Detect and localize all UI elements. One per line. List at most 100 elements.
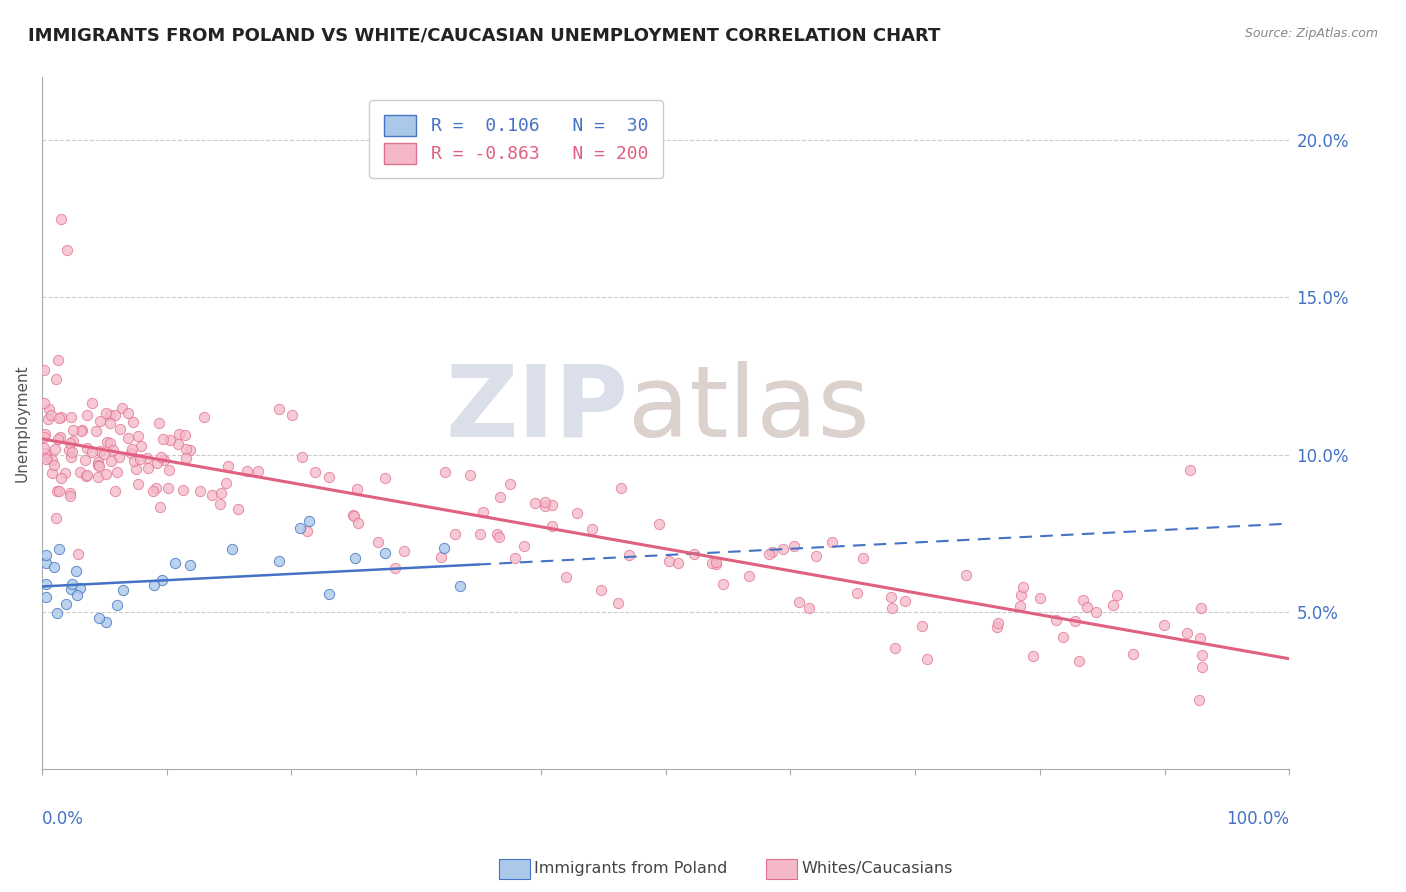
Point [34, 445, 56, 459]
Point [34, 426, 56, 441]
Point [149, 500, 172, 514]
Point [174, 428, 197, 442]
Point [45, 484, 67, 499]
Point [44, 458, 66, 473]
Point [98, 416, 121, 430]
Point [89, 443, 111, 458]
Point [179, 443, 201, 458]
Text: ZIP: ZIP [446, 360, 628, 458]
Point [49, 211, 72, 226]
Point [75, 453, 97, 467]
Point [108, 422, 131, 436]
Point [70, 423, 93, 437]
Point [143, 578, 166, 592]
Point [346, 483, 368, 497]
Text: 100.0%: 100.0% [1226, 810, 1289, 828]
Point [80, 396, 103, 410]
Point [1067, 654, 1090, 668]
Point [911, 619, 934, 633]
Point [146, 456, 169, 470]
Point [758, 547, 780, 561]
Point [62, 423, 84, 437]
Point [152, 453, 174, 467]
Point [75, 468, 97, 483]
Point [581, 522, 603, 536]
Point [55, 597, 77, 611]
Point [1191, 660, 1213, 674]
Point [489, 490, 512, 504]
Point [513, 540, 536, 554]
Point [167, 437, 190, 451]
Point [96, 467, 118, 482]
Point [58, 443, 80, 458]
Point [60, 409, 83, 424]
Point [59, 582, 82, 596]
Point [607, 596, 630, 610]
Point [281, 408, 304, 422]
Point [488, 530, 510, 544]
Point [797, 601, 820, 615]
Point [59, 436, 82, 450]
Point [1178, 463, 1201, 477]
Point [148, 416, 170, 430]
Point [247, 465, 270, 479]
Point [129, 451, 152, 466]
Point [76, 408, 98, 422]
Point [1188, 631, 1211, 645]
Legend: R =  0.106   N =  30, R = -0.863   N = 200: R = 0.106 N = 30, R = -0.863 N = 200 [370, 100, 662, 178]
Point [142, 484, 165, 499]
Point [157, 481, 180, 495]
Point [69, 582, 91, 596]
Point [221, 542, 243, 557]
Point [104, 483, 127, 498]
Point [304, 465, 326, 479]
Point [62, 434, 84, 449]
Point [117, 407, 139, 421]
Point [48, 541, 70, 556]
Point [880, 590, 903, 604]
Point [35, 452, 58, 467]
Point [852, 551, 875, 566]
Point [1105, 588, 1128, 602]
Point [80, 445, 103, 459]
Point [1076, 600, 1098, 615]
Text: Source: ZipAtlas.com: Source: ZipAtlas.com [1244, 27, 1378, 40]
Point [34, 396, 56, 410]
Point [226, 501, 249, 516]
Point [100, 453, 122, 467]
Point [523, 496, 546, 510]
Point [215, 475, 238, 490]
Point [112, 582, 135, 597]
Point [711, 577, 734, 591]
Point [107, 450, 129, 465]
Point [60, 577, 83, 591]
Point [136, 460, 159, 475]
Point [430, 550, 453, 565]
Point [34, 556, 56, 570]
Point [46, 607, 69, 621]
Point [41, 466, 63, 480]
Point [1022, 648, 1045, 663]
Point [38, 402, 60, 417]
Point [610, 481, 633, 495]
Point [135, 451, 157, 466]
Point [34, 441, 56, 455]
Point [165, 556, 187, 570]
Point [111, 401, 134, 415]
Point [152, 432, 174, 446]
Point [343, 509, 366, 524]
Point [122, 454, 145, 468]
Point [129, 439, 152, 453]
Point [617, 548, 640, 562]
Point [384, 561, 406, 575]
Point [117, 431, 139, 445]
Point [534, 499, 557, 513]
Point [125, 462, 148, 476]
Point [209, 497, 232, 511]
Point [987, 615, 1010, 630]
Point [347, 516, 370, 530]
Point [34, 429, 56, 443]
Point [541, 498, 564, 512]
Point [986, 620, 1008, 634]
Point [49, 410, 72, 425]
